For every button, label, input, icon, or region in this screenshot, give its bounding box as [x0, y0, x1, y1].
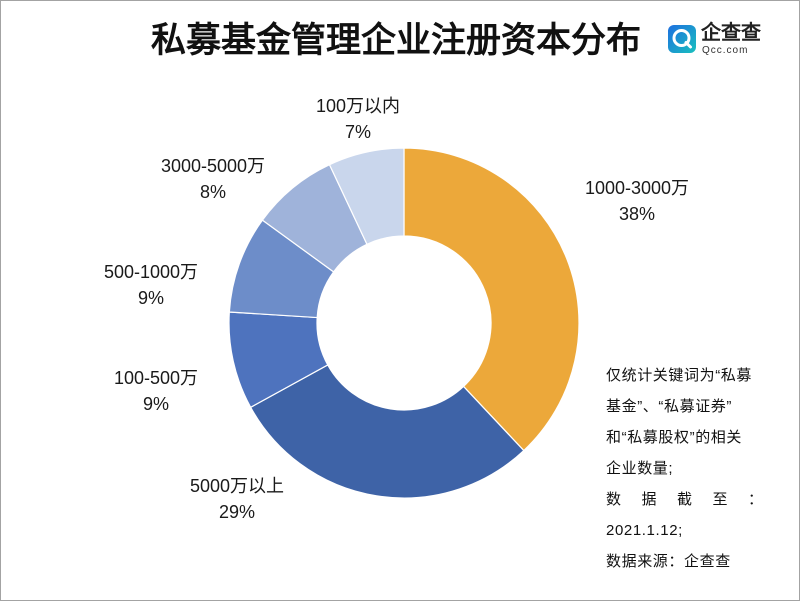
note-line: 仅统计关键词为“私募: [606, 367, 752, 384]
chart-notes: 仅统计关键词为“私募 基金”、“私募证券” 和“私募股权”的相关 企业数量; 数…: [606, 360, 768, 577]
note-line-date: 2021.1.12;: [606, 522, 683, 539]
donut-slice-2: [249, 364, 525, 499]
slice-value-label: 38%: [618, 204, 656, 224]
qcc-logo-icon: [668, 25, 696, 53]
slice-category-label: 100万以内: [315, 96, 401, 116]
note-line: 和“私募股权”的相关: [606, 429, 742, 446]
slice-value-label: 7%: [344, 122, 372, 142]
slice-category-label: 3000-5000万: [160, 156, 266, 176]
note-line: 基金”、“私募证券”: [606, 398, 732, 415]
slice-category-label: 100-500万: [113, 368, 199, 388]
slice-label-under-100: 100万以内 7%: [316, 93, 400, 145]
donut-slice-1: [403, 147, 580, 452]
slice-category-label: 500-1000万: [103, 262, 199, 282]
slice-label-5000-plus: 5000万以上 29%: [190, 473, 284, 525]
slice-label-100-500: 100-500万 9%: [114, 365, 198, 417]
slice-value-label: 9%: [137, 288, 165, 308]
note-line-source: 数据来源：企查查: [606, 553, 731, 570]
brand-logo: 企查查 Qcc.com: [667, 22, 767, 58]
page-title: 私募基金管理企业注册资本分布: [151, 21, 642, 60]
slice-value-label: 9%: [142, 394, 169, 414]
slice-category-label: 5000万以上: [189, 476, 285, 496]
slice-label-3000-5000: 3000-5000万 8%: [161, 153, 265, 205]
slice-value-label: 8%: [199, 182, 226, 202]
slice-value-label: 29%: [218, 502, 256, 522]
logo-domain: Qcc.com: [702, 45, 749, 56]
donut-slice-6: [328, 147, 405, 246]
slice-category-label: 1000-3000万: [584, 178, 690, 198]
logo-name: 企查查: [701, 22, 761, 44]
note-line-date-label: 数据截至：: [606, 491, 763, 508]
note-line: 企业数量;: [606, 460, 674, 477]
slice-label-500-1000: 500-1000万 9%: [104, 259, 198, 311]
slice-label-1000-3000: 1000-3000万 38%: [585, 175, 689, 227]
